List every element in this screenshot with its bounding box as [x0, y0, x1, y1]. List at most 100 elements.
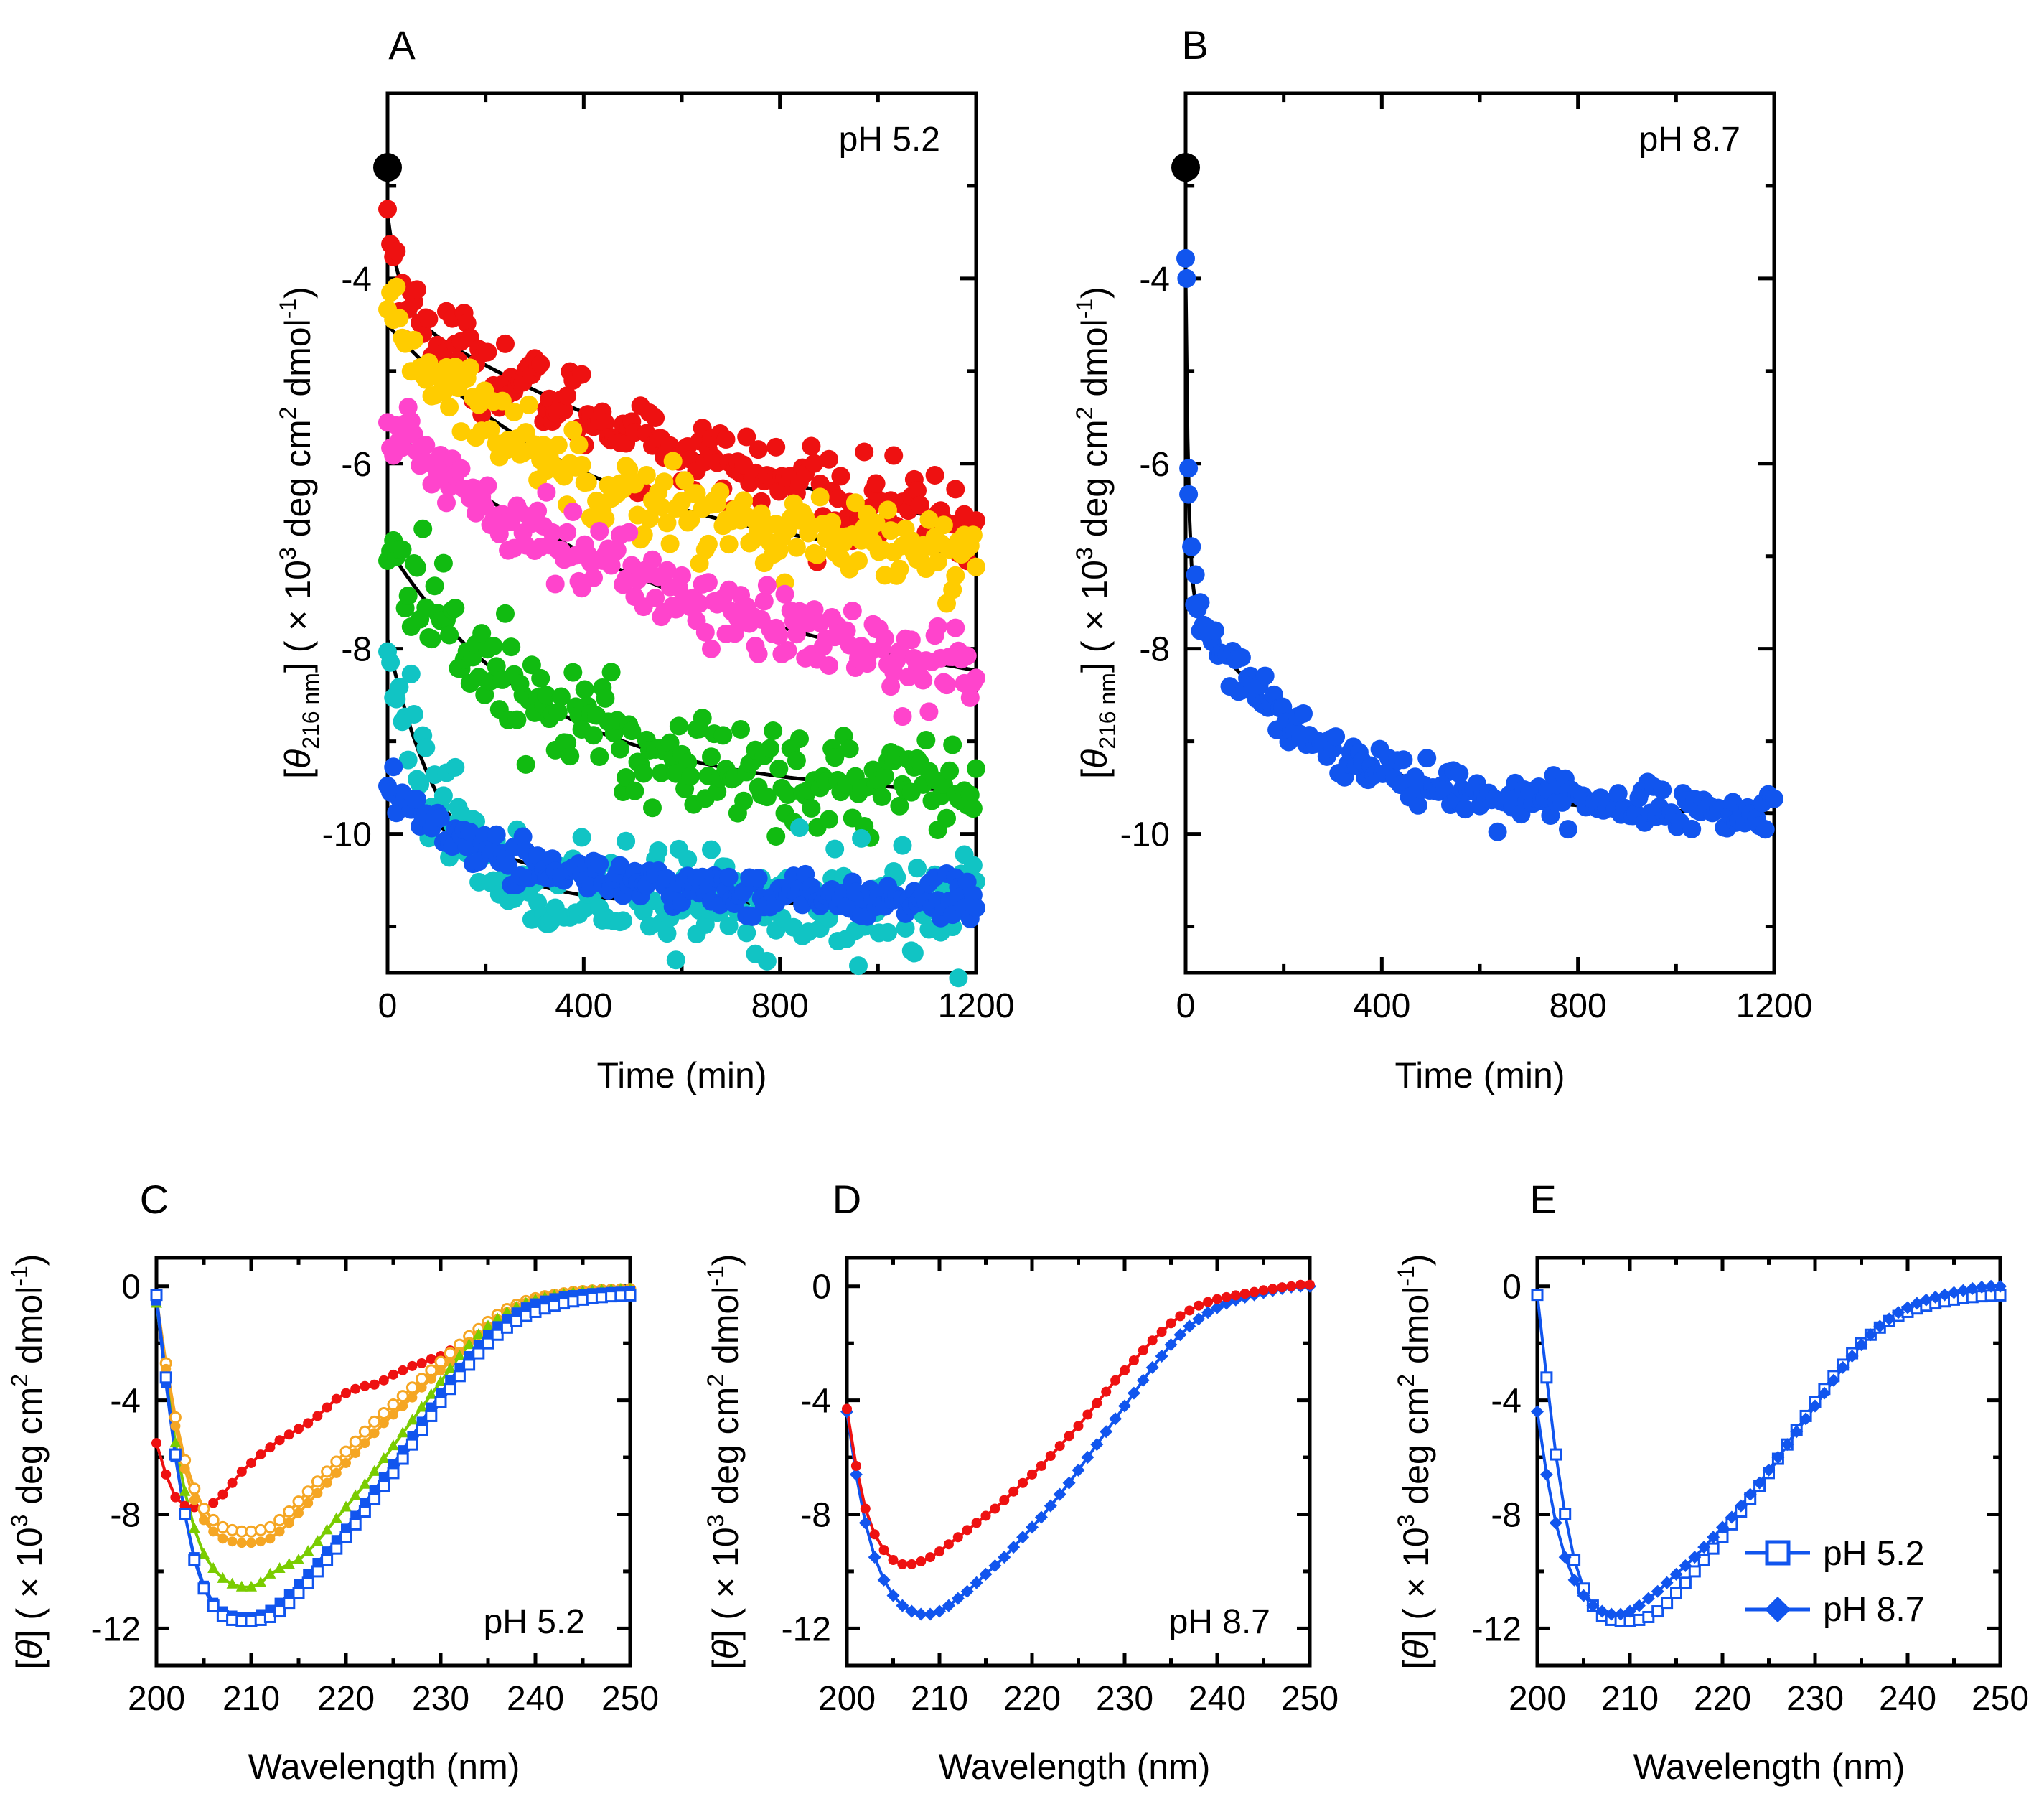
- panel-d-y-tick-labels: -12 -8 -4 0: [782, 1269, 831, 1649]
- data-point-yellow: [807, 545, 827, 564]
- marker-red: [1295, 1279, 1306, 1290]
- marker-pH-8.7: [1549, 1516, 1562, 1530]
- data-point-cyan: [963, 856, 983, 875]
- marker-pH-8.7: [1928, 1290, 1942, 1304]
- marker-blue-open: [396, 1452, 409, 1465]
- data-point-green: [820, 810, 838, 829]
- marker-blue: [933, 1604, 946, 1618]
- marker-orange-filled: [189, 1495, 200, 1505]
- data-point-green: [643, 798, 662, 818]
- marker-pH-8.7: [1753, 1476, 1766, 1490]
- data-point-magenta: [919, 702, 939, 721]
- data-point-magenta: [914, 671, 933, 690]
- marker-pH-5.2: [1697, 1554, 1710, 1566]
- marker-orange-filled: [265, 1533, 276, 1544]
- data-point-cyan: [649, 841, 668, 861]
- data-point-magenta: [584, 568, 603, 587]
- data-point-green: [516, 754, 535, 774]
- data-point-cyan: [572, 828, 591, 847]
- marker-green: [340, 1500, 352, 1512]
- marker-orange-open: [321, 1465, 334, 1478]
- panel-c-annotation: pH 5.2: [484, 1603, 585, 1641]
- marker-orange-filled: [303, 1498, 314, 1508]
- data-point-green: [634, 764, 653, 783]
- marker-orange-filled: [312, 1487, 323, 1498]
- marker-red: [1064, 1431, 1074, 1442]
- panel-d-letter: D: [833, 1177, 861, 1222]
- marker-blue-open: [425, 1409, 438, 1422]
- data-point-magenta: [702, 639, 721, 658]
- marker-red: [426, 1354, 436, 1365]
- data-point-magenta: [619, 523, 639, 542]
- marker-orange-open: [245, 1525, 258, 1538]
- data-point-blue: [431, 808, 450, 828]
- data-point-magenta: [957, 646, 977, 665]
- data-point-cyan: [695, 915, 715, 934]
- data-point-cyan: [614, 911, 632, 930]
- data-point-red: [766, 437, 786, 457]
- data-point-yellow: [569, 435, 589, 454]
- marker-green: [397, 1426, 409, 1438]
- data-point-yellow: [866, 513, 886, 533]
- data-point-yellow: [845, 493, 865, 513]
- marker-blue: [979, 1567, 993, 1581]
- marker-orange-filled: [294, 1508, 304, 1518]
- data-point-cyan: [904, 943, 924, 963]
- marker-blue-open: [150, 1289, 163, 1302]
- marker-pH-8.7: [1679, 1559, 1692, 1572]
- data-point-green: [652, 763, 671, 782]
- marker-orange-filled: [350, 1448, 361, 1459]
- data-point-cyan: [878, 922, 897, 942]
- marker-blue: [1072, 1463, 1085, 1477]
- data-point-magenta: [749, 644, 768, 663]
- marker-blue: [951, 1592, 965, 1605]
- marker-orange-open: [378, 1406, 390, 1419]
- data-point-green: [548, 703, 568, 722]
- data-point-blue: [1326, 727, 1346, 747]
- data-point-green: [890, 796, 909, 816]
- data-point-red: [596, 413, 615, 432]
- data-point-blue: [1417, 749, 1437, 768]
- marker-pH-8.7: [1966, 1281, 1979, 1295]
- marker-red: [999, 1495, 1010, 1505]
- marker-blue: [988, 1559, 1002, 1572]
- data-point-cyan: [446, 757, 465, 777]
- marker-red: [952, 1532, 963, 1543]
- marker-red: [1128, 1355, 1139, 1365]
- marker-red: [1239, 1289, 1250, 1299]
- data-point-yellow: [578, 472, 597, 492]
- marker-pH-8.7: [1743, 1487, 1757, 1501]
- marker-red: [1008, 1486, 1019, 1497]
- marker-blue: [849, 1467, 863, 1481]
- marker-red: [1221, 1291, 1232, 1302]
- marker-red: [1027, 1469, 1037, 1480]
- marker-red: [274, 1435, 285, 1446]
- data-point-magenta: [545, 574, 565, 594]
- data-point-magenta: [643, 550, 662, 569]
- marker-blue-open: [330, 1542, 343, 1555]
- marker-green: [207, 1561, 220, 1573]
- data-point-green: [731, 720, 750, 739]
- marker-blue-open: [292, 1587, 305, 1599]
- y-tick-label: -6: [1139, 446, 1170, 484]
- panel-d-y-axis-label: [θ] ( × 103 deg cm2 dmol-1): [703, 1254, 746, 1670]
- y-tick-label: -8: [341, 631, 372, 669]
- data-point-green: [610, 739, 629, 759]
- data-point-green: [967, 759, 985, 778]
- marker-orange-filled: [170, 1421, 181, 1431]
- data-point-magenta: [607, 541, 627, 560]
- data-point-magenta: [960, 688, 980, 707]
- panel-d-ticks: [845, 1258, 1312, 1665]
- marker-red: [971, 1518, 982, 1528]
- marker-blue: [877, 1573, 891, 1587]
- data-point-magenta: [967, 668, 985, 688]
- data-point-yellow: [719, 535, 739, 554]
- marker-orange-open: [396, 1390, 409, 1403]
- marker-blue: [1007, 1541, 1021, 1554]
- x-tick-label: 200: [1509, 1680, 1566, 1718]
- data-point-cyan: [790, 818, 809, 837]
- marker-pH-8.7: [1531, 1405, 1544, 1419]
- marker-blue: [960, 1584, 974, 1598]
- y-tick-label: -8: [1491, 1496, 1522, 1534]
- data-point-green: [522, 655, 541, 675]
